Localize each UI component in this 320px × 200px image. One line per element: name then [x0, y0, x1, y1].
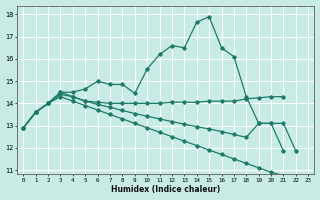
X-axis label: Humidex (Indice chaleur): Humidex (Indice chaleur) — [111, 185, 220, 194]
